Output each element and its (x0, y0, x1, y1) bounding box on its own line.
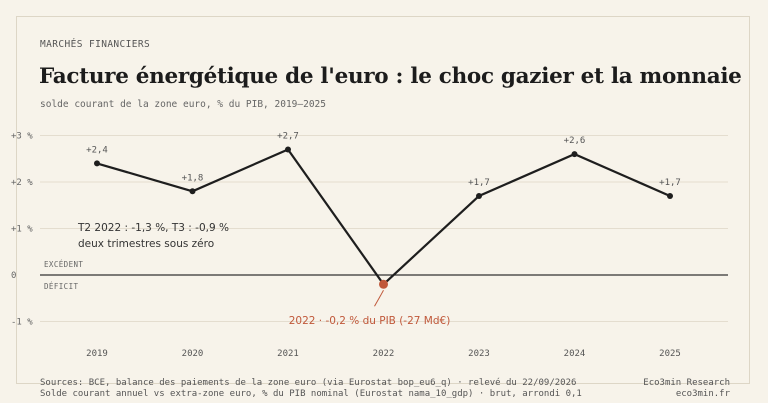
brand-label: Eco3min Research (643, 378, 730, 388)
x-tick-label: 2022 (373, 349, 395, 359)
data-point (476, 192, 482, 199)
x-tick-label: 2023 (468, 349, 490, 359)
data-point (94, 160, 100, 167)
grid-lines (40, 135, 728, 322)
y-tick-label: +2 % (11, 178, 33, 188)
x-tick-label: 2019 (86, 349, 108, 359)
series-polyline (96, 148, 671, 286)
surplus-label: EXCÉDENT (44, 260, 83, 269)
data-point (667, 192, 673, 199)
x-tick-label: 2024 (564, 349, 586, 359)
data-label: +2,4 (86, 145, 108, 155)
data-points: +2,4 +1,8 +2,7 2022 · -0,2 % du PIB (-27 Md… (86, 131, 681, 327)
highlight-leader (374, 290, 384, 307)
chart-subtitle: solde courant de la zone euro, % du PIB,… (40, 99, 326, 110)
data-label: +1,7 (659, 178, 681, 188)
x-tick-label: 2025 (659, 349, 681, 359)
x-axis: 2019 2020 2021 2022 2023 2024 2025 (86, 349, 681, 359)
highlight-point (379, 279, 388, 289)
highlight-label: 2022 · -0,2 % du PIB (-27 Md€) (289, 315, 451, 327)
chart-title: Facture énergétique de l'euro : le choc … (39, 64, 742, 89)
chart-frame (16, 16, 750, 384)
y-tick-label: -1 % (11, 318, 33, 328)
data-point (189, 188, 196, 195)
data-label: +2,6 (564, 136, 586, 146)
data-label: +1,8 (182, 173, 204, 183)
y-tick-label: +1 % (11, 225, 33, 235)
series-line (96, 148, 671, 286)
data-point (285, 146, 291, 153)
quarterly-note: T2 2022 : -1,3 %, T3 : -0,9 % (77, 222, 229, 234)
site-link[interactable]: eco3min.fr (675, 389, 730, 399)
source-line-1: Sources: BCE, balance des paiements de l… (40, 378, 577, 388)
y-tick-label: 0 (11, 271, 16, 281)
x-tick-label: 2021 (277, 349, 299, 359)
footer: Sources: BCE, balance des paiements de l… (40, 378, 730, 400)
y-tick-label: +3 % (11, 132, 33, 142)
data-label: +1,7 (468, 178, 490, 188)
section-kicker: MARCHÉS FINANCIERS (40, 39, 151, 50)
data-label: +2,7 (277, 131, 299, 141)
deficit-label: DÉFICIT (44, 282, 78, 291)
x-tick-label: 2020 (182, 349, 204, 359)
annotation-layer: T2 2022 : -1,3 %, T3 : -0,9 % deux trime… (77, 222, 229, 250)
source-line-2: Solde courant annuel vs extra-zone euro,… (40, 389, 582, 399)
quarterly-note-sub: deux trimestres sous zéro (78, 238, 214, 250)
y-axis: +3 % +2 % +1 % 0 -1 % EXCÉDENT DÉFICIT (11, 132, 83, 328)
data-point (571, 151, 578, 158)
